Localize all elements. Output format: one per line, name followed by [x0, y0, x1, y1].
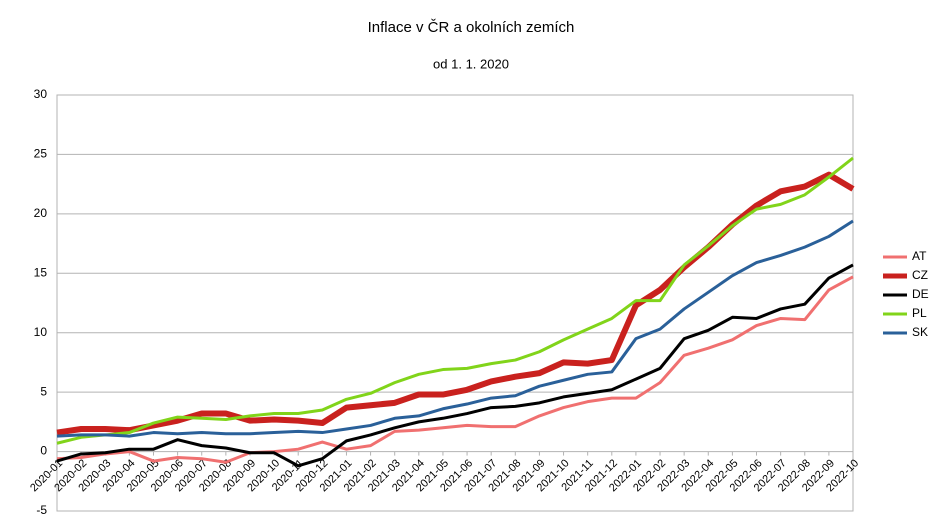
legend-label: SK — [912, 325, 928, 339]
y-tick-label: 30 — [34, 87, 48, 101]
y-tick-label: 5 — [40, 384, 47, 398]
legend-label: PL — [912, 306, 927, 320]
legend-label: AT — [912, 249, 927, 263]
series-line — [56, 219, 854, 438]
y-tick-label: 10 — [34, 325, 48, 339]
y-tick-label: -5 — [36, 503, 47, 517]
chart-title: Inflace v ČR a okolních zemích — [368, 19, 575, 36]
legend-label: CZ — [912, 268, 928, 282]
y-tick-label: 15 — [34, 265, 48, 279]
plot-border — [56, 94, 854, 512]
series-line — [56, 171, 855, 436]
y-tick-label: 0 — [40, 444, 47, 458]
legend-label: DE — [912, 287, 929, 301]
series-line — [56, 275, 854, 464]
chart-subtitle: od 1. 1. 2020 — [433, 56, 509, 71]
y-tick-label: 20 — [34, 206, 48, 220]
y-tick-label: 25 — [34, 147, 48, 161]
series-line — [56, 156, 854, 445]
series-line — [56, 263, 854, 468]
